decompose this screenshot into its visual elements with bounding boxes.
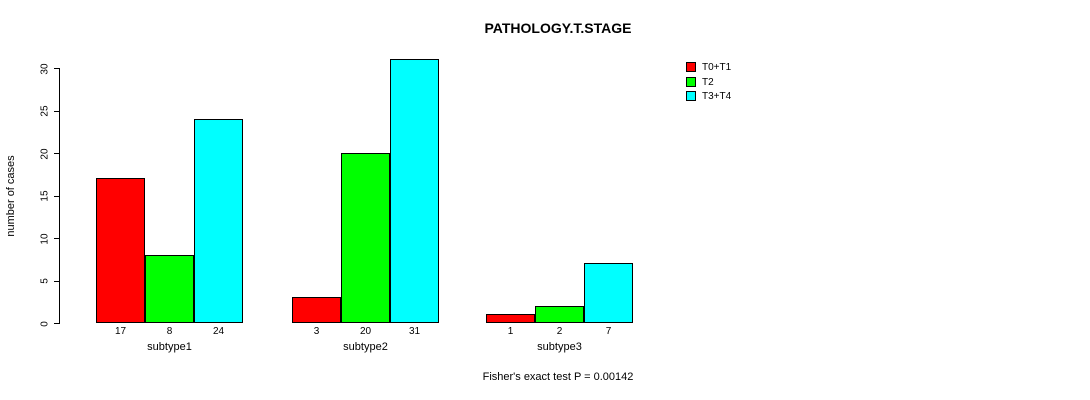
y-axis-tick-label: 20: [39, 147, 51, 160]
bar-subtype1-T3+T4: [194, 119, 243, 323]
y-axis-tick-label: 15: [39, 190, 51, 202]
y-axis-tick-label: 10: [39, 232, 51, 245]
bar-value-label: 2: [556, 326, 563, 337]
y-axis-tick-label: 25: [39, 105, 51, 117]
bar-subtype2-T2: [341, 153, 390, 323]
legend-item-label: T2: [702, 76, 714, 88]
bar-subtype1-T0+T1: [96, 178, 145, 323]
bar-value-label: 17: [114, 326, 127, 337]
x-category-label: subtype3: [537, 341, 582, 353]
legend-item-label: T0+T1: [702, 62, 732, 73]
y-axis-tick: [54, 195, 59, 197]
x-category-label: subtype1: [147, 341, 192, 353]
bar-value-label: 1: [507, 326, 514, 337]
y-axis-tick-label: 5: [39, 278, 51, 284]
bar-value-label: 31: [408, 326, 421, 337]
y-axis-tick-label: 30: [39, 62, 51, 75]
bar-value-label: 24: [212, 326, 225, 337]
y-axis-tick: [54, 280, 59, 282]
bar-subtype2-T3+T4: [390, 59, 439, 323]
legend-swatch-icon: [686, 62, 696, 72]
y-axis-tick: [54, 153, 59, 154]
y-axis-tick-label: 0: [39, 320, 51, 327]
bar-value-label: 7: [605, 326, 612, 337]
y-axis-tick: [54, 68, 59, 69]
stat-annotation: Fisher's exact test P = 0.00142: [482, 371, 634, 383]
y-axis-tick: [54, 323, 59, 324]
bar-value-label: 8: [166, 326, 173, 337]
x-category-label: subtype2: [343, 341, 388, 353]
y-axis-tick: [54, 110, 59, 112]
y-axis-label: number of cases: [5, 155, 17, 237]
bar-subtype2-T0+T1: [292, 297, 341, 323]
y-axis-tick: [54, 238, 59, 239]
bar-subtype1-T2: [145, 255, 194, 323]
chart-title: PATHOLOGY.T.STAGE: [484, 20, 632, 36]
y-axis-line: [59, 68, 60, 324]
bar-value-label: 3: [313, 326, 320, 337]
legend-swatch-icon: [686, 76, 696, 87]
bar-subtype3-T0+T1: [486, 314, 535, 323]
bar-subtype3-T2: [535, 306, 584, 323]
bar-value-label: 20: [359, 326, 372, 337]
bar-subtype3-T3+T4: [584, 263, 633, 323]
legend-item-label: T3+T4: [702, 91, 732, 103]
legend-swatch-icon: [686, 91, 696, 102]
